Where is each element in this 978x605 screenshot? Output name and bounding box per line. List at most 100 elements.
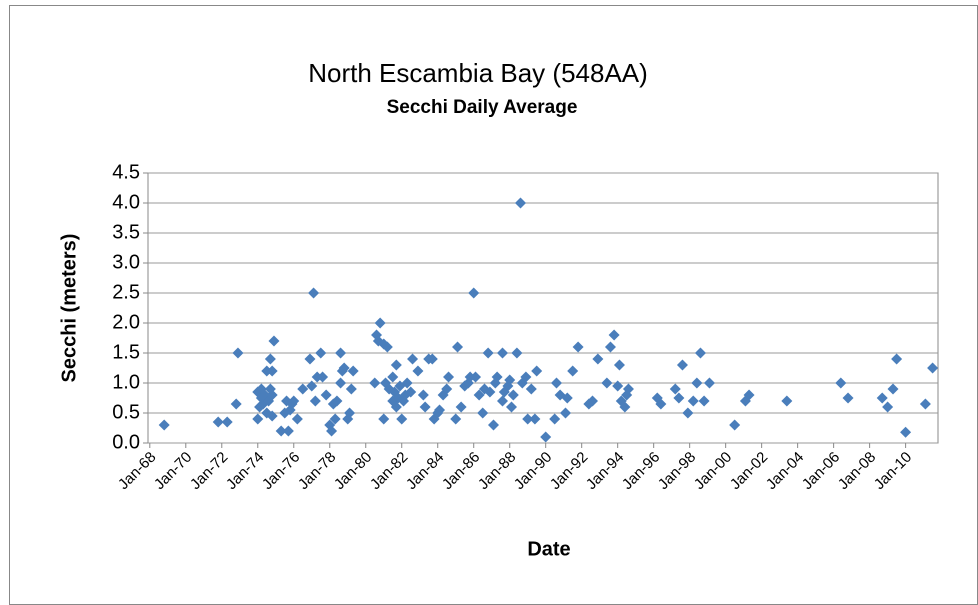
point <box>315 347 327 359</box>
point <box>344 407 356 419</box>
chart-subtitle: Secchi Daily Average <box>387 97 578 118</box>
point <box>743 389 755 401</box>
point <box>345 383 357 395</box>
x-axis-label: Date <box>527 538 570 560</box>
point <box>522 413 534 425</box>
point <box>608 329 620 341</box>
point <box>488 419 500 431</box>
point <box>266 410 278 422</box>
point <box>405 386 417 398</box>
point <box>347 365 359 377</box>
point <box>559 407 571 419</box>
point <box>387 371 399 383</box>
point <box>561 392 573 404</box>
point <box>572 341 584 353</box>
point <box>676 359 688 371</box>
point <box>540 431 552 443</box>
point <box>497 395 509 407</box>
point <box>390 401 402 413</box>
point <box>673 392 685 404</box>
point <box>266 389 278 401</box>
y-tick-label: 4.0 <box>112 191 140 213</box>
point <box>390 359 402 371</box>
point <box>338 362 350 374</box>
point <box>291 413 303 425</box>
point <box>504 374 516 386</box>
point <box>335 347 347 359</box>
point <box>781 395 793 407</box>
point <box>507 389 519 401</box>
point <box>729 419 741 431</box>
point <box>441 383 453 395</box>
point <box>275 425 287 437</box>
point <box>230 398 242 410</box>
point <box>401 377 413 389</box>
point <box>842 392 854 404</box>
point <box>288 395 300 407</box>
point <box>443 371 455 383</box>
point <box>694 347 706 359</box>
point <box>919 398 931 410</box>
point <box>331 395 343 407</box>
point <box>691 377 703 389</box>
y-tick-label: 1.0 <box>112 371 140 393</box>
point <box>468 287 480 299</box>
point <box>887 383 899 395</box>
point <box>669 383 681 395</box>
point <box>491 371 503 383</box>
point <box>308 287 320 299</box>
point <box>601 377 613 389</box>
point <box>531 365 543 377</box>
point <box>511 347 523 359</box>
point <box>412 365 424 377</box>
point <box>882 401 894 413</box>
point <box>426 353 438 365</box>
point <box>655 398 667 410</box>
point <box>297 383 309 395</box>
point <box>407 353 419 365</box>
point <box>378 413 390 425</box>
point <box>525 383 537 395</box>
point <box>396 413 408 425</box>
point <box>455 401 467 413</box>
point <box>326 425 338 437</box>
point <box>484 386 496 398</box>
point <box>158 419 170 431</box>
point <box>329 413 341 425</box>
point <box>417 389 429 401</box>
point <box>876 392 888 404</box>
point <box>520 371 532 383</box>
point <box>452 341 464 353</box>
point <box>891 353 903 365</box>
point <box>306 380 318 392</box>
point <box>497 347 509 359</box>
point <box>567 365 579 377</box>
point <box>470 371 482 383</box>
point <box>450 413 462 425</box>
point <box>682 407 694 419</box>
point <box>419 401 431 413</box>
point <box>687 395 699 407</box>
point <box>252 413 264 425</box>
y-tick-label: 3.0 <box>112 251 140 273</box>
point <box>335 377 347 389</box>
y-tick-label: 0.5 <box>112 401 140 423</box>
point <box>221 416 233 428</box>
point <box>264 353 276 365</box>
point <box>698 395 710 407</box>
point <box>268 335 280 347</box>
y-tick-label: 3.5 <box>112 221 140 243</box>
point <box>703 377 715 389</box>
point <box>619 401 631 413</box>
point <box>434 404 446 416</box>
point <box>900 426 912 438</box>
point <box>232 347 244 359</box>
point <box>622 383 634 395</box>
point <box>309 395 321 407</box>
point <box>473 389 485 401</box>
point <box>477 407 489 419</box>
point <box>549 413 561 425</box>
point <box>266 365 278 377</box>
y-axis-label: Secchi (meters) <box>58 234 80 383</box>
